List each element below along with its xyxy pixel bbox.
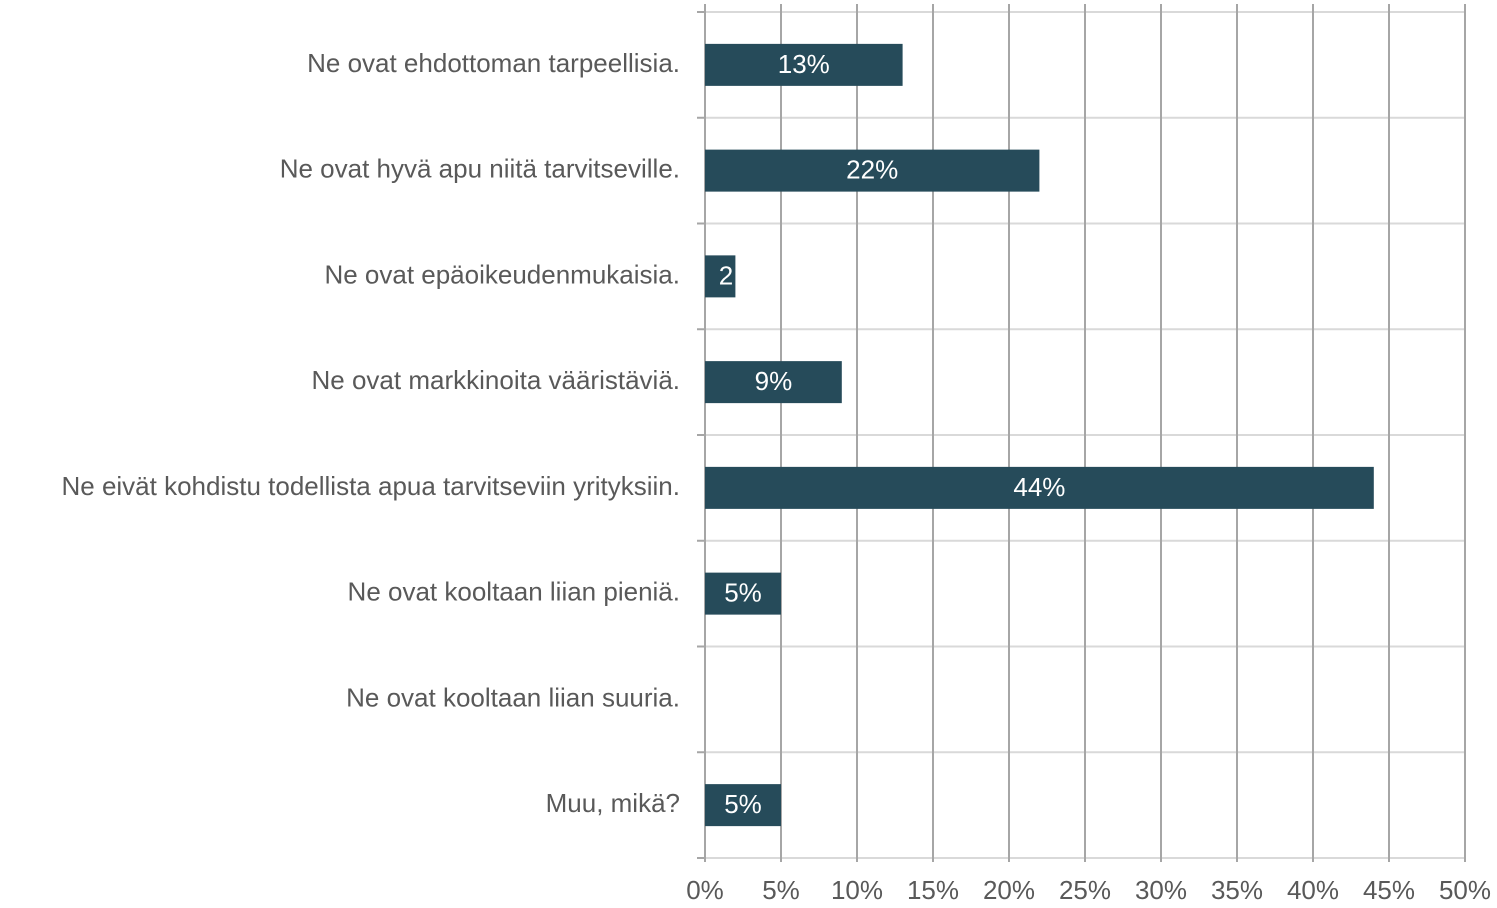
y-tick-label: Ne ovat kooltaan liian pieniä.	[348, 577, 680, 607]
data-label: 22%	[846, 155, 898, 185]
y-tick-label: Ne eivät kohdistu todellista apua tarvit…	[61, 471, 680, 501]
data-label: 44%	[1013, 472, 1065, 502]
x-tick-label: 25%	[1059, 875, 1111, 905]
data-label: 5%	[724, 578, 762, 608]
bar	[705, 361, 842, 404]
y-tick-label: Ne ovat kooltaan liian suuria.	[346, 682, 680, 712]
y-tick-label: Ne ovat epäoikeudenmukaisia.	[324, 259, 680, 289]
data-label: 2	[719, 260, 733, 290]
bar	[705, 149, 1040, 192]
y-tick-label: Ne ovat markkinoita vääristäviä.	[312, 365, 680, 395]
data-label: 13%	[778, 49, 830, 79]
data-label: 9%	[755, 366, 793, 396]
x-tick-label: 35%	[1211, 875, 1263, 905]
data-label: 5%	[724, 789, 762, 819]
y-tick-label: Ne ovat hyvä apu niitä tarvitseville.	[280, 154, 680, 184]
x-tick-label: 40%	[1287, 875, 1339, 905]
bar	[705, 43, 903, 86]
x-tick-label: 45%	[1363, 875, 1415, 905]
x-tick-label: 15%	[907, 875, 959, 905]
x-tick-label: 10%	[831, 875, 883, 905]
x-tick-label: 50%	[1439, 875, 1491, 905]
y-tick-label: Muu, mikä?	[546, 788, 680, 818]
bar	[705, 572, 781, 615]
y-tick-label: Ne ovat ehdottoman tarpeellisia.	[307, 48, 680, 78]
bar	[705, 784, 781, 827]
bar	[705, 255, 736, 298]
x-tick-label: 20%	[983, 875, 1035, 905]
x-tick-label: 0%	[686, 875, 724, 905]
bar	[705, 466, 1374, 509]
x-tick-label: 30%	[1135, 875, 1187, 905]
x-tick-label: 5%	[762, 875, 800, 905]
